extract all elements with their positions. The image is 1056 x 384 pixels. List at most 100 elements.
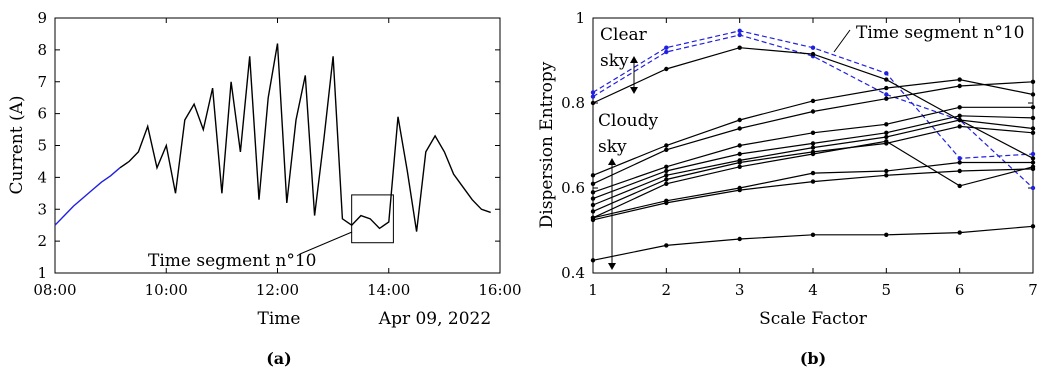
panel-b-data-point bbox=[664, 243, 669, 248]
panel-b-data-point bbox=[737, 164, 742, 169]
panel-a-chart: 08:00 10:00 12:00 14:00 16:00 1 2 3 4 5 6 7 8 9 Time … bbox=[7, 9, 522, 329]
panel-b-xtick-label: 3 bbox=[735, 281, 745, 299]
panel-b-ytick-label: 0.8 bbox=[561, 94, 585, 112]
panel-b-data-point bbox=[590, 258, 596, 263]
panel-b-series-13 bbox=[590, 224, 1036, 263]
panel-b-segment-arrow bbox=[833, 29, 851, 53]
panel-a-xlabel-date: Apr 09, 2022 bbox=[378, 309, 491, 329]
panel-b-data-point bbox=[884, 130, 889, 135]
panel-b-series-12 bbox=[590, 166, 1036, 223]
panel-b-series-line bbox=[592, 225, 1034, 261]
panel-b-data-point bbox=[1030, 160, 1036, 165]
panel-b-data-point bbox=[957, 160, 962, 165]
cloudy-sky-label-line1: Cloudy bbox=[598, 111, 659, 131]
panel-b-data-point bbox=[884, 71, 889, 76]
panel-b-data-point bbox=[957, 124, 962, 129]
caption-a: (a) bbox=[266, 349, 292, 368]
panel-b-data-point bbox=[884, 77, 889, 82]
panel-b-data-point bbox=[884, 134, 889, 140]
panel-b-data-point bbox=[1030, 92, 1036, 97]
panel-b-data-point bbox=[737, 143, 742, 148]
panel-b-data-point bbox=[737, 28, 742, 33]
panel-b-series-1 bbox=[590, 28, 1036, 161]
panel-a-ytick-label: 7 bbox=[37, 73, 47, 91]
panel-b-data-point bbox=[957, 183, 962, 189]
panel-a-xlabel: Time bbox=[258, 309, 301, 329]
panel-b-data-point bbox=[590, 173, 596, 178]
panel-b-xtick-label: 4 bbox=[808, 281, 818, 299]
panel-b-xtick-label: 1 bbox=[588, 281, 598, 299]
panel-b-data-point bbox=[810, 151, 816, 157]
panel-b-data-point bbox=[664, 143, 669, 148]
panel-a-axes-frame bbox=[54, 17, 501, 274]
panel-a-ytick-label: 8 bbox=[37, 41, 47, 59]
panel-b-data-point bbox=[664, 177, 669, 182]
panel-b-data-point bbox=[1030, 224, 1036, 229]
panel-a-ytick-label: 3 bbox=[37, 200, 47, 218]
clear-sky-range-arrow bbox=[630, 56, 638, 94]
panel-b-data-point bbox=[1030, 126, 1036, 131]
panel-b-data-point bbox=[590, 181, 596, 186]
caption-b: (b) bbox=[800, 349, 826, 368]
panel-a-series bbox=[54, 43, 491, 232]
panel-b-series-5 bbox=[590, 79, 1036, 186]
panel-b-data-point bbox=[810, 145, 816, 150]
panel-b-data-point bbox=[810, 179, 816, 184]
panel-b-data-point bbox=[590, 90, 596, 95]
panel-b-data-point bbox=[884, 92, 889, 97]
clear-sky-label-line2: sky bbox=[600, 51, 629, 71]
panel-b-data-point bbox=[590, 217, 596, 223]
panel-b-series-9 bbox=[590, 124, 1036, 214]
panel-b-data-point bbox=[737, 126, 742, 131]
panel-b-data-point bbox=[664, 49, 669, 55]
panel-b-data-point bbox=[664, 66, 669, 72]
panel-b-xtick-label: 2 bbox=[662, 281, 672, 299]
panel-b-data-point bbox=[737, 151, 742, 157]
panel-b-series bbox=[590, 28, 1036, 263]
panel-b-series-line bbox=[592, 30, 1034, 159]
panel-b-data-point bbox=[737, 45, 742, 50]
panel-b-xtick-label: 5 bbox=[882, 281, 892, 299]
panel-b-data-point bbox=[1030, 166, 1036, 172]
cloudy-sky-label-line2: sky bbox=[598, 137, 627, 157]
panel-b-data-point bbox=[810, 170, 816, 176]
panel-a-ytick-label: 9 bbox=[37, 9, 47, 27]
panel-b-data-point bbox=[1030, 156, 1036, 161]
panel-b-data-point bbox=[884, 232, 889, 237]
panel-a-xtick-label: 16:00 bbox=[478, 281, 521, 299]
panel-b-data-point bbox=[957, 105, 962, 110]
panel-a-xtick-label: 12:00 bbox=[256, 281, 299, 299]
time-segment-arrow bbox=[299, 231, 353, 255]
panel-b-ytick-label: 0.6 bbox=[561, 179, 585, 197]
panel-b-data-point bbox=[957, 168, 962, 174]
panel-a-xtick-label: 08:00 bbox=[33, 281, 76, 299]
panel-b-data-point bbox=[884, 173, 889, 178]
panel-b-data-point bbox=[810, 232, 816, 237]
panel-b-series-10 bbox=[590, 139, 1036, 220]
panel-b-series-line bbox=[592, 115, 1034, 200]
panel-b-data-point bbox=[1030, 105, 1036, 110]
panel-b-segment-annotation: Time segment n°10 bbox=[856, 23, 1024, 43]
panel-b-data-point bbox=[664, 181, 669, 186]
panel-b-data-point bbox=[957, 83, 962, 89]
panel-b-data-point bbox=[1030, 79, 1036, 85]
panel-b-data-point bbox=[664, 200, 669, 206]
panel-b-data-point bbox=[810, 98, 816, 104]
panel-b-series-line bbox=[592, 168, 1034, 221]
panel-b-data-point bbox=[590, 196, 596, 201]
time-segment-box bbox=[351, 194, 394, 244]
panel-b-ticks: 1 2 3 4 5 6 7 0.4 0.6 0.8 1 bbox=[561, 9, 1038, 299]
panel-b-ytick-label: 0.4 bbox=[561, 264, 585, 282]
panel-a-ytick-label: 4 bbox=[37, 168, 47, 186]
panel-b-data-point bbox=[1030, 151, 1036, 157]
panel-a-xtick-label: 10:00 bbox=[145, 281, 188, 299]
panel-b-data-point bbox=[664, 147, 669, 152]
panel-b-data-point bbox=[957, 230, 962, 235]
panel-b-series-6 bbox=[590, 105, 1036, 195]
cloudy-sky-range-arrow bbox=[608, 158, 616, 270]
panel-b-data-point bbox=[810, 141, 816, 146]
panel-a-ytick-label: 5 bbox=[37, 137, 47, 155]
panel-b-data-point bbox=[1030, 185, 1036, 191]
panel-b-data-point bbox=[737, 160, 742, 165]
